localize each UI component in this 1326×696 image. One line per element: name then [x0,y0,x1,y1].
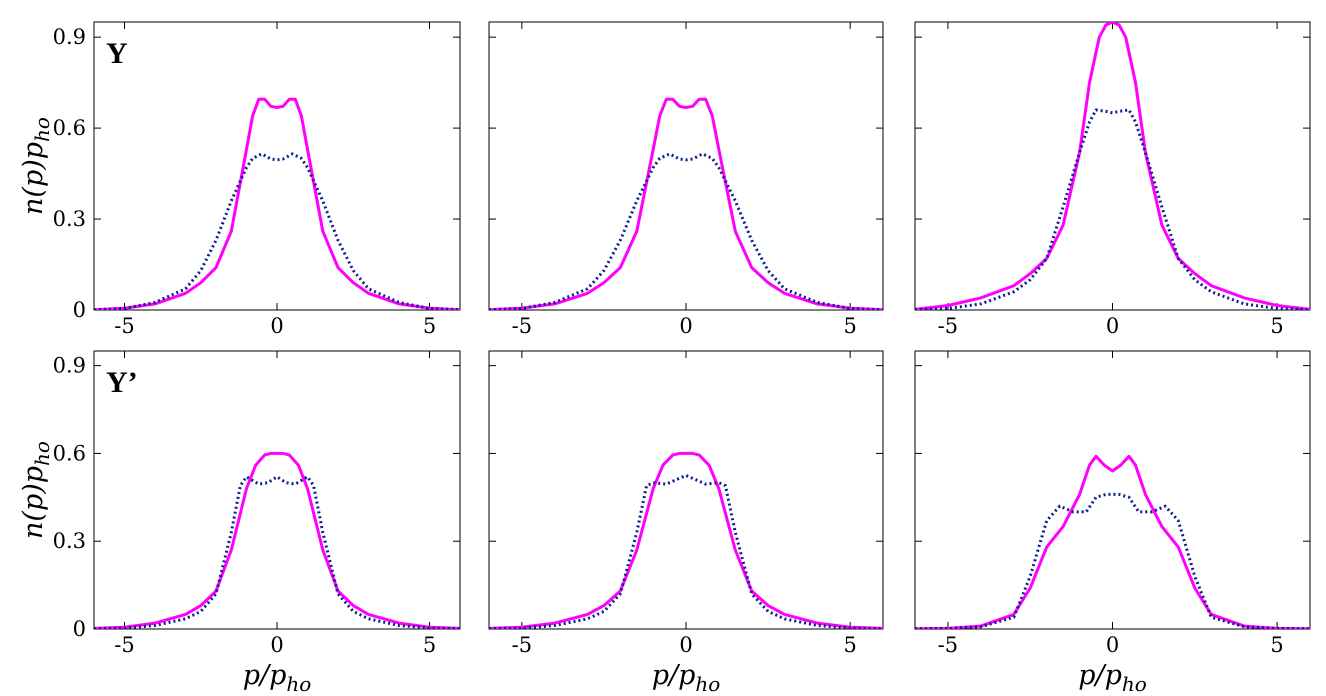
x-tick-label: 0 [679,314,692,338]
y-tick-label: 0.9 [53,354,86,378]
plot-frame [914,21,1311,311]
panel-2: -5 0 5 [488,21,884,338]
x-tick-label: -5 [512,633,532,657]
x-tick-label: 0 [679,633,692,657]
x-tick-label: 0 [270,314,283,338]
panel-4: -5 0 5 0 0.3 0.6 0.9 Y’ n(p)pho p/pho [18,350,461,696]
series-solid-line [915,22,1310,310]
x-tick-label: -5 [114,314,134,338]
series-solid-line [489,97,883,310]
y-tick-label: 0.9 [53,25,86,49]
panel-label: Y [106,37,128,70]
series-dotted-line [915,108,1310,310]
x-tick-label: 5 [1270,633,1283,657]
x-tick-label: 0 [270,633,283,657]
panel-6: -5 0 5 p/pho [914,350,1311,696]
series-dotted-line [489,473,883,629]
x-axis-label: p/pho [652,660,721,696]
series-dotted-line [94,475,460,629]
plot-frame [488,350,884,630]
series-dotted-line [915,492,1310,629]
series-dotted-line [489,152,883,310]
x-tick-label: 5 [1270,314,1283,338]
x-axis-label: p/pho [243,660,312,696]
y-tick-label: 0 [73,298,86,322]
panel-5: -5 0 5 p/pho [488,350,884,696]
x-tick-label: 5 [843,633,856,657]
y-axis-label: n(p)pho [18,441,54,539]
series-solid-line [489,451,883,629]
series-solid-line [915,454,1310,629]
x-tick-label: 5 [423,633,436,657]
plot-frame [93,350,461,630]
series-solid-line [94,451,460,629]
panel-label: Y’ [106,366,138,399]
y-tick-label: 0.6 [53,441,86,465]
x-tick-label: -5 [512,314,532,338]
x-axis-label: p/pho [1078,660,1147,696]
y-tick-label: 0.3 [53,529,86,553]
plot-frame [93,21,461,311]
x-tick-label: 0 [1106,314,1119,338]
series-solid-line [94,97,460,310]
y-tick-label: 0 [73,617,86,641]
y-tick-label: 0.6 [53,116,86,140]
panel-1: -5 0 5 0 0.3 0.6 0.9 Yn(p)pho [18,21,461,338]
x-tick-label: -5 [938,314,958,338]
y-axis-label: n(p)pho [18,117,54,215]
y-tick-label: 0.3 [53,207,86,231]
x-tick-label: 5 [423,314,436,338]
x-tick-label: -5 [938,633,958,657]
x-tick-label: 5 [843,314,856,338]
plot-frame [914,350,1311,630]
x-tick-label: 0 [1106,633,1119,657]
plot-frame [488,21,884,311]
series-dotted-line [94,152,460,310]
x-tick-label: -5 [114,633,134,657]
panel-3: -5 0 5 [914,21,1311,338]
